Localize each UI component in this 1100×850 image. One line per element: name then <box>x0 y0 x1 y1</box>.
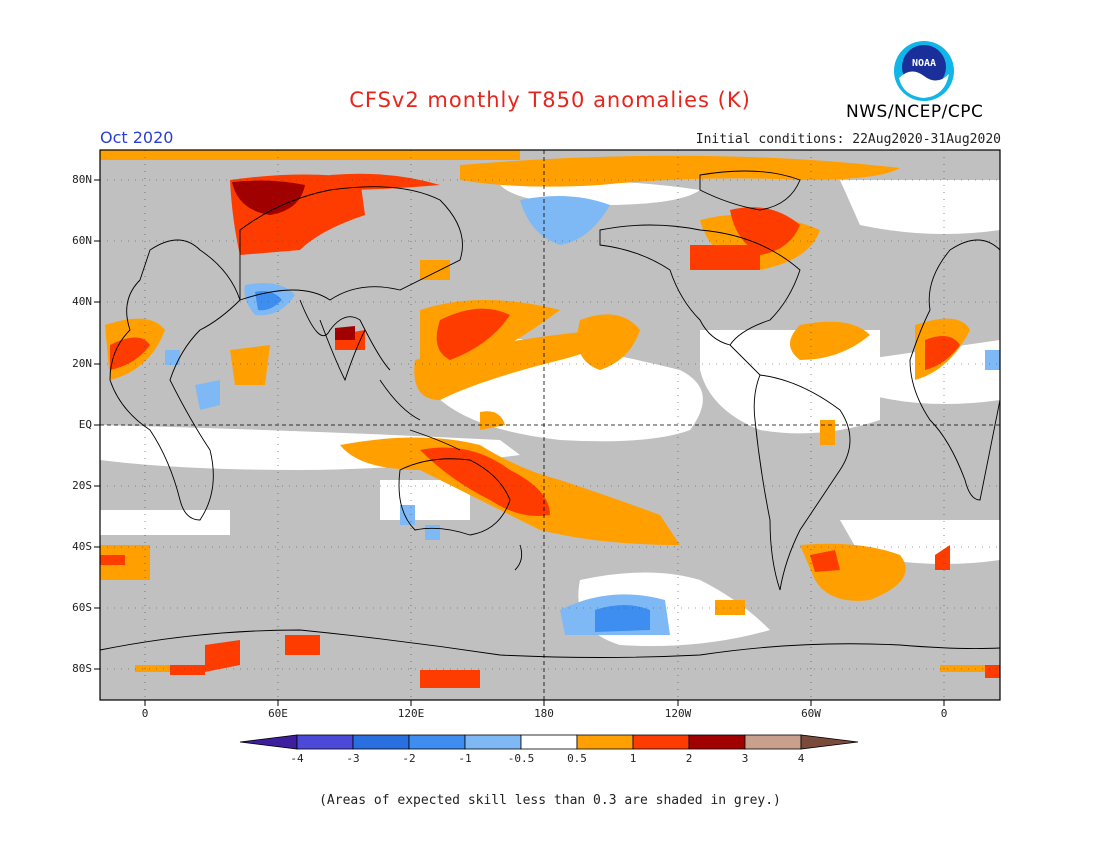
colorbar-segment <box>296 734 354 750</box>
equator-dateline <box>100 150 1000 700</box>
initial-conditions: Initial conditions: 22Aug2020-31Aug2020 <box>695 132 1001 147</box>
lat-label-20n: 20N <box>72 357 92 370</box>
colorbar-segment <box>744 734 802 750</box>
colorbar-label: 0.5 <box>567 752 587 765</box>
warm-anomaly-2-3 <box>232 180 355 340</box>
colorbar-segment <box>520 734 578 750</box>
lon-label-120w: 120W <box>664 707 692 720</box>
lon-label-0-right: 0 <box>940 707 948 720</box>
colorbar-label: -3 <box>346 752 360 765</box>
colorbar-arrow-high <box>800 734 859 750</box>
lon-label-60w: 60W <box>801 707 821 720</box>
lat-label-40n: 40N <box>72 295 92 308</box>
colorbar <box>239 734 859 750</box>
colorbar-segment <box>352 734 410 750</box>
colorbar-arrow-low <box>239 734 298 750</box>
colorbar-label: -4 <box>290 752 304 765</box>
colorbar-segment <box>688 734 746 750</box>
lat-label-20s: 20S <box>72 479 92 492</box>
colorbar-label: 1 <box>629 752 637 765</box>
colorbar-segment <box>576 734 634 750</box>
lat-label-80s: 80S <box>72 662 92 675</box>
lat-label-60s: 60S <box>72 601 92 614</box>
colorbar-label: 3 <box>741 752 749 765</box>
lon-label-60e: 60E <box>268 707 288 720</box>
skill-footnote: (Areas of expected skill less than 0.3 a… <box>319 793 781 808</box>
lat-label-80n: 80N <box>72 173 92 186</box>
forecast-month: Oct 2020 <box>100 128 174 147</box>
colorbar-label: -1 <box>458 752 472 765</box>
lat-label-eq: EQ <box>78 418 92 431</box>
lon-label-0-left: 0 <box>141 707 149 720</box>
grid-dotted <box>100 150 1000 700</box>
colorbar-segment <box>464 734 522 750</box>
cool-anomaly-1 <box>255 291 650 632</box>
coastlines <box>99 170 1001 658</box>
colorbar-label: 2 <box>685 752 693 765</box>
lat-label-60n: 60N <box>72 234 92 247</box>
colorbar-segment <box>632 734 690 750</box>
logo-text: NOAA <box>912 58 936 69</box>
chart-title: CFSv2 monthly T850 anomalies (K) <box>349 88 751 112</box>
lon-label-120e: 120E <box>397 707 425 720</box>
colorbar-label: -0.5 <box>507 752 535 765</box>
organization-label: NWS/NCEP/CPC <box>846 102 984 122</box>
colorbar-label: -2 <box>402 752 416 765</box>
colorbar-segment <box>408 734 466 750</box>
colorbar-label: 4 <box>797 752 805 765</box>
lat-label-40s: 40S <box>72 540 92 553</box>
lon-label-180: 180 <box>534 707 554 720</box>
noaa-logo-icon: NOAA <box>894 41 954 101</box>
